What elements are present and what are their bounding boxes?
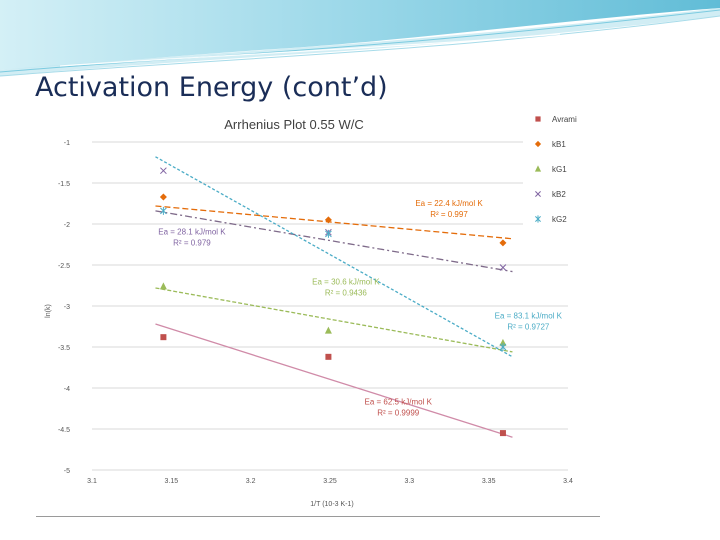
legend-marker-kb2: [535, 191, 541, 197]
point-avrami: [325, 353, 332, 360]
chart-canvas: -1 -1.5 -2 -2.5 -3 -3.5 -4 -4.5 -5 3.1 3.15 3.2 3.25…: [45, 108, 600, 508]
x-tick-label: 3.25: [323, 478, 337, 485]
x-tick-label: 3.1: [87, 478, 97, 485]
x-axis-title: 1/T (10-3 K-1): [310, 501, 353, 508]
y-tick-label: -1: [64, 140, 70, 147]
point-kg1: [159, 282, 167, 290]
legend-marker-kg1: [534, 165, 542, 172]
slide-title: Activation Energy (cont’d): [35, 72, 388, 103]
annotation-r2: R² = 0.9727: [507, 322, 550, 331]
y-tick-label: -5: [64, 468, 70, 475]
header-swoosh-graphic: [0, 0, 720, 77]
annotation-ea: Ea = 83.1 kJ/mol K: [495, 311, 563, 320]
trendline-kb1: [155, 205, 513, 240]
x-tick-label: 3.35: [482, 478, 496, 485]
point-kb2: [160, 167, 167, 175]
point-kb2: [499, 264, 507, 271]
legend-marker-avrami: [535, 116, 541, 122]
point-kg1: [324, 326, 332, 334]
chart-annotations: Ea = 22.4 kJ/mol K R² = 0.997 Ea = 28.1 kJ…: [158, 199, 562, 417]
y-tick-label: -2: [64, 222, 70, 229]
trendline-avrami: [155, 323, 513, 438]
annotation-r2: R² = 0.997: [430, 210, 468, 219]
y-tick-label: -4: [64, 386, 70, 393]
y-tick-label: -3.5: [58, 345, 70, 352]
legend-marker-kb1: [534, 140, 542, 148]
annotation-ea: Ea = 28.1 kJ/mol K: [158, 228, 226, 237]
legend-label: kG2: [552, 215, 567, 224]
legend-label: kB2: [552, 190, 566, 199]
x-tick-label: 3.15: [165, 478, 179, 485]
legend-label: kG1: [552, 165, 567, 174]
annotation-ea: Ea = 62.5 kJ/mol K: [365, 397, 433, 406]
arrhenius-chart: -1 -1.5 -2 -2.5 -3 -3.5 -4 -4.5 -5 3.1 3.15 3.2 3.25…: [36, 108, 600, 516]
chart-underline-divider: [36, 516, 600, 517]
annotation-ea: Ea = 30.6 kJ/mol K: [312, 278, 380, 287]
chart-data-points: [159, 167, 507, 437]
trendline-kg1: [155, 287, 513, 353]
annotation-r2: R² = 0.9436: [325, 289, 368, 298]
point-kb1: [324, 216, 332, 224]
point-kb1: [499, 239, 507, 247]
point-kg1: [499, 338, 507, 346]
chart-gridlines: -1 -1.5 -2 -2.5 -3 -3.5 -4 -4.5 -5 3.1 3.15 3.2 3.25…: [58, 140, 573, 485]
chart-legend: Avrami kB1 kG1 kB2 kG2: [523, 108, 600, 232]
point-avrami: [160, 334, 167, 341]
point-kg2: [160, 206, 167, 215]
annotation-r2: R² = 0.979: [173, 239, 211, 248]
trendline-kb2: [155, 210, 513, 273]
legend-label: kB1: [552, 140, 566, 149]
y-tick-label: -4.5: [58, 427, 70, 434]
x-tick-label: 3.3: [404, 478, 414, 485]
y-tick-label: -3: [64, 304, 70, 311]
trendline-kg2: [155, 156, 513, 358]
y-tick-label: -1.5: [58, 181, 70, 188]
legend-marker-kg2: [535, 215, 541, 223]
point-avrami: [499, 430, 506, 437]
annotation-r2: R² = 0.9999: [377, 408, 420, 417]
point-kb1: [159, 193, 167, 201]
x-tick-label: 3.4: [563, 478, 573, 485]
x-tick-label: 3.2: [246, 478, 256, 485]
chart-trendlines: [155, 156, 513, 438]
annotation-ea: Ea = 22.4 kJ/mol K: [415, 199, 483, 208]
point-kg2: [325, 229, 332, 238]
y-axis-title: ln(k): [45, 304, 52, 318]
slide-header-decoration: [0, 0, 720, 90]
y-tick-label: -2.5: [58, 263, 70, 270]
legend-label: Avrami: [552, 115, 577, 124]
point-kg2: [499, 343, 507, 351]
chart-title: Arrhenius Plot 0.55 W/C: [224, 117, 363, 132]
chart-labels: Arrhenius Plot 0.55 W/C 1/T (10-3 K-1) l…: [45, 117, 364, 508]
